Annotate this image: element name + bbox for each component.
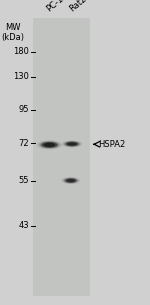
Bar	[33, 18, 90, 296]
Text: 55: 55	[19, 176, 29, 185]
Text: Rat2: Rat2	[68, 0, 88, 14]
Ellipse shape	[66, 179, 75, 182]
Ellipse shape	[65, 178, 77, 183]
Ellipse shape	[64, 141, 80, 147]
Ellipse shape	[63, 178, 78, 183]
Ellipse shape	[41, 142, 58, 148]
Text: PC-12: PC-12	[44, 0, 69, 14]
Text: 43: 43	[19, 221, 29, 230]
Ellipse shape	[37, 140, 62, 149]
Ellipse shape	[40, 141, 59, 149]
Ellipse shape	[62, 140, 82, 148]
Text: 130: 130	[13, 72, 29, 81]
Ellipse shape	[44, 143, 55, 147]
Ellipse shape	[67, 142, 77, 145]
Text: 180: 180	[13, 47, 29, 56]
Text: HSPA2: HSPA2	[98, 140, 126, 149]
Ellipse shape	[61, 177, 80, 184]
Text: 95: 95	[19, 105, 29, 114]
Text: 72: 72	[19, 139, 29, 148]
Ellipse shape	[65, 142, 79, 146]
Text: MW
(kDa): MW (kDa)	[1, 23, 24, 42]
